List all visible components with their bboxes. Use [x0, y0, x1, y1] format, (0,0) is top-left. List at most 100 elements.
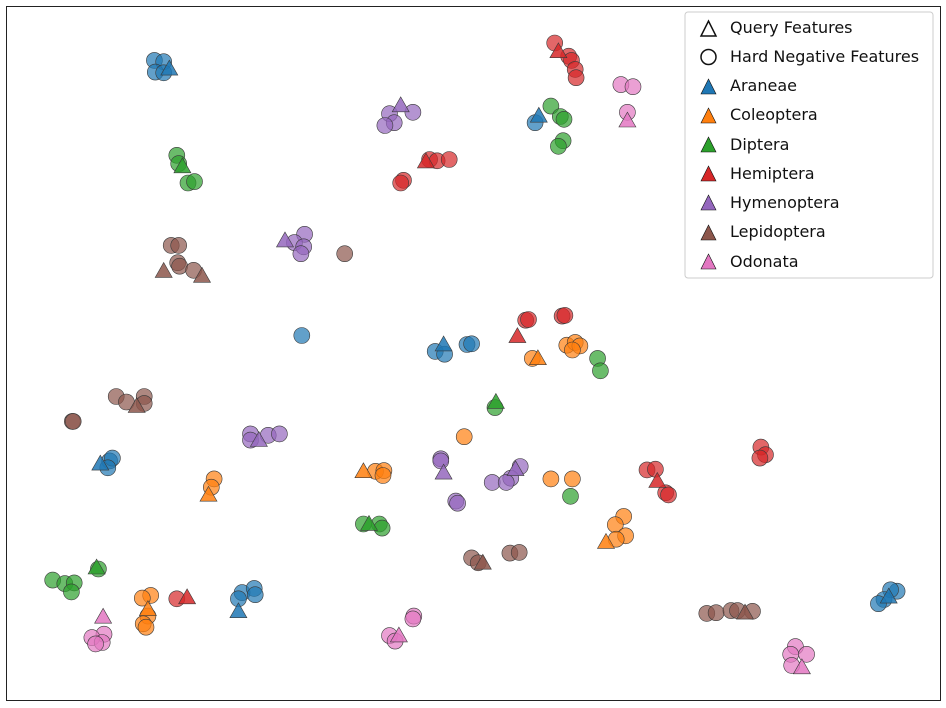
hard-negative-point-lepidoptera [64, 413, 82, 430]
hard-negative-point-lepidoptera [336, 245, 354, 262]
hard-negative-point-coleoptera [542, 470, 560, 488]
hard-negative-point-diptera [550, 138, 567, 155]
hard-negative-point-araneae [246, 586, 264, 604]
hard-negative-point-hymenoptera [271, 425, 288, 443]
query-point-coleoptera [528, 349, 547, 366]
query-point-coleoptera [354, 462, 373, 479]
query-point-lepidoptera [154, 261, 173, 278]
legend-marker-hymenoptera [700, 194, 717, 211]
legend-marker-hard-negative [700, 48, 717, 66]
series-diptera [44, 97, 609, 601]
query-point-lepidoptera [192, 266, 212, 283]
hard-negative-point-diptera [555, 111, 573, 128]
query-point-odonata [94, 607, 113, 624]
hard-negative-point-coleoptera [374, 467, 392, 484]
hard-negative-point-lepidoptera [170, 237, 187, 254]
hard-negative-point-hymenoptera [497, 474, 515, 491]
hard-negative-point-hymenoptera [449, 494, 466, 512]
query-point-hymenoptera [275, 231, 295, 248]
legend-label-hymenoptera: Hymenoptera [730, 193, 840, 212]
query-point-lepidoptera [127, 397, 146, 413]
hard-negative-point-lepidoptera [707, 604, 725, 622]
hard-negative-point-diptera [562, 487, 579, 505]
series-odonata [83, 76, 815, 675]
query-point-diptera [486, 392, 505, 409]
hard-negative-point-hymenoptera [404, 104, 422, 121]
hard-negative-point-lepidoptera [510, 544, 528, 561]
query-point-diptera [173, 157, 192, 174]
hard-negative-point-odonata [624, 78, 642, 95]
query-point-odonata [389, 626, 408, 643]
hard-negative-point-hemiptera [440, 151, 458, 168]
legend-marker-hemiptera [700, 165, 717, 182]
hard-negative-point-coleoptera [134, 589, 151, 607]
hard-negative-point-hymenoptera [292, 245, 310, 262]
query-point-hymenoptera [434, 463, 453, 480]
hard-negative-point-diptera [592, 362, 609, 380]
legend-marker-odonata [700, 253, 717, 270]
query-point-diptera [87, 558, 106, 575]
query-point-lepidoptera [735, 603, 755, 620]
hard-negative-point-coleoptera [564, 341, 581, 359]
hard-negative-point-odonata [87, 635, 104, 653]
hard-negative-point-hemiptera [567, 69, 585, 86]
series-hymenoptera [242, 96, 529, 512]
hard-negative-point-hemiptera [556, 307, 574, 324]
query-point-diptera [359, 514, 379, 531]
query-point-hemiptera [178, 588, 197, 605]
legend-marker-coleoptera [700, 107, 717, 124]
hard-negative-point-diptera [186, 173, 203, 190]
query-point-araneae [434, 335, 453, 352]
legend: Query Features Hard Negative Features Ar… [684, 11, 934, 279]
legend-marker-araneae [700, 78, 717, 95]
legend-label-query: Query Features [730, 18, 853, 37]
hard-negative-point-coleoptera [564, 470, 581, 488]
legend-label-hard-negative: Hard Negative Features [730, 47, 919, 66]
hard-negative-point-hymenoptera [432, 452, 450, 470]
hard-negative-point-diptera [63, 583, 80, 601]
legend-label-coleoptera: Coleoptera [730, 105, 818, 124]
query-point-araneae [160, 59, 179, 76]
legend-label-diptera: Diptera [730, 135, 789, 154]
hard-negative-point-hymenoptera [376, 117, 394, 134]
series-lepidoptera [64, 237, 761, 622]
hard-negative-point-hemiptera [392, 174, 410, 192]
hard-negative-point-araneae [463, 335, 480, 353]
hard-negative-point-coleoptera [455, 428, 473, 446]
series-hemiptera [168, 34, 774, 608]
query-point-hymenoptera [506, 460, 525, 476]
query-point-araneae [529, 106, 548, 123]
query-point-coleoptera [138, 600, 157, 616]
series-araneae [91, 52, 906, 619]
query-point-araneae [91, 454, 110, 471]
legend-marker-lepidoptera [700, 224, 717, 241]
hard-negative-point-diptera [542, 97, 560, 115]
query-point-hemiptera [549, 42, 568, 59]
hard-negative-point-hymenoptera [483, 474, 501, 491]
legend-label-odonata: Odonata [730, 252, 799, 271]
data-marks [44, 34, 906, 675]
legend-marker-query [699, 19, 718, 37]
hard-negative-point-araneae [293, 327, 311, 344]
query-point-hemiptera [508, 327, 527, 343]
series-coleoptera [134, 334, 634, 636]
query-point-coleoptera [199, 485, 218, 502]
legend-label-araneae: Araneae [730, 76, 797, 95]
legend-label-lepidoptera: Lepidoptera [730, 222, 826, 241]
hard-negative-point-odonata [404, 610, 422, 628]
query-point-hymenoptera [391, 96, 410, 113]
query-point-hemiptera [416, 152, 435, 169]
hard-negative-point-hemiptera [520, 311, 537, 328]
query-point-lepidoptera [473, 553, 492, 570]
query-point-araneae [229, 602, 248, 619]
legend-label-hemiptera: Hemiptera [730, 164, 815, 183]
query-point-coleoptera [596, 532, 616, 549]
hard-negative-point-hemiptera [660, 486, 677, 504]
query-point-hymenoptera [249, 430, 268, 447]
query-point-odonata [792, 658, 811, 675]
hard-negative-point-coleoptera [137, 618, 155, 636]
legend-marker-diptera [700, 136, 717, 153]
query-point-odonata [618, 111, 637, 128]
hard-negative-point-hemiptera [751, 449, 769, 467]
